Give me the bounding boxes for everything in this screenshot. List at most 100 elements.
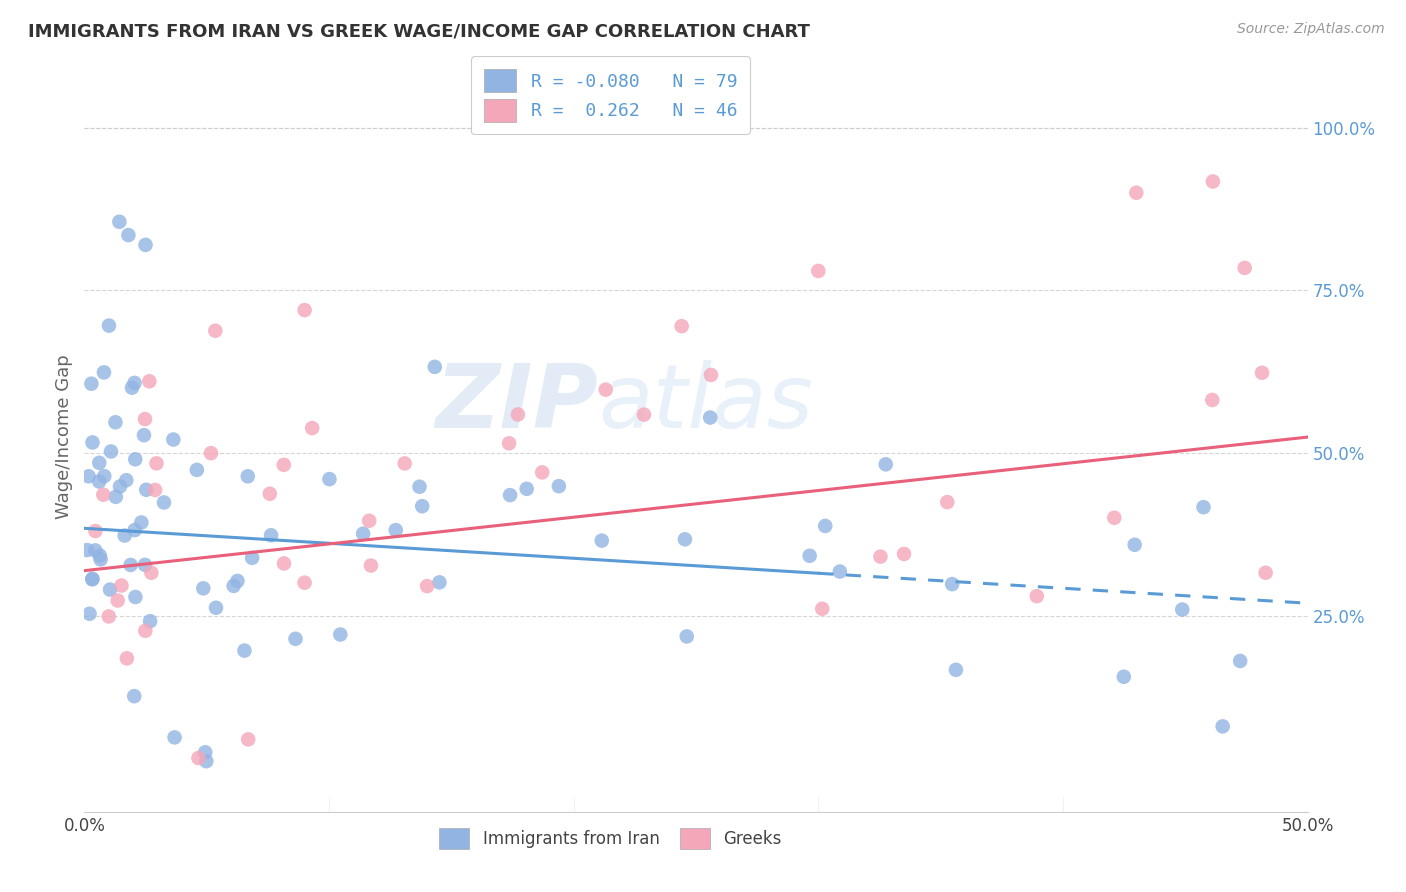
- Point: [121, 381, 143, 395]
- Point: [1201, 392, 1223, 407]
- Point: [699, 410, 721, 425]
- Point: [138, 374, 160, 388]
- Point: [811, 601, 834, 615]
- Point: [591, 533, 613, 548]
- Point: [301, 421, 323, 435]
- Point: [89, 475, 111, 489]
- Point: [89, 549, 111, 563]
- Y-axis label: Wage/Income Gap: Wage/Income Gap: [55, 355, 73, 519]
- Text: ZIP: ZIP: [436, 359, 598, 447]
- Point: [1123, 538, 1146, 552]
- Point: [423, 359, 446, 374]
- Point: [108, 479, 131, 493]
- Point: [100, 444, 122, 458]
- Point: [115, 651, 138, 665]
- Point: [222, 579, 245, 593]
- Point: [107, 593, 129, 607]
- Point: [547, 479, 569, 493]
- Point: [135, 238, 157, 252]
- Point: [595, 383, 617, 397]
- Point: [141, 566, 163, 580]
- Point: [238, 732, 260, 747]
- Point: [1251, 366, 1274, 380]
- Point: [416, 579, 439, 593]
- Point: [945, 663, 967, 677]
- Point: [352, 526, 374, 541]
- Point: [506, 408, 529, 422]
- Point: [359, 514, 381, 528]
- Point: [273, 557, 295, 571]
- Point: [360, 558, 382, 573]
- Point: [90, 552, 112, 566]
- Point: [134, 624, 156, 638]
- Point: [162, 433, 184, 447]
- Point: [1202, 174, 1225, 188]
- Point: [941, 577, 963, 591]
- Point: [200, 446, 222, 460]
- Point: [675, 629, 697, 643]
- Point: [429, 575, 451, 590]
- Point: [80, 376, 103, 391]
- Point: [1112, 670, 1135, 684]
- Text: Source: ZipAtlas.com: Source: ZipAtlas.com: [1237, 22, 1385, 37]
- Point: [531, 466, 554, 480]
- Point: [318, 472, 340, 486]
- Point: [1229, 654, 1251, 668]
- Point: [82, 572, 104, 586]
- Point: [498, 436, 520, 450]
- Point: [329, 627, 352, 641]
- Point: [187, 751, 209, 765]
- Point: [205, 600, 228, 615]
- Point: [411, 499, 433, 513]
- Point: [1254, 566, 1277, 580]
- Point: [122, 689, 145, 703]
- Point: [875, 458, 897, 472]
- Point: [134, 558, 156, 572]
- Point: [294, 303, 316, 318]
- Point: [1192, 500, 1215, 515]
- Point: [1171, 602, 1194, 616]
- Text: IMMIGRANTS FROM IRAN VS GREEK WAGE/INCOME GAP CORRELATION CHART: IMMIGRANTS FROM IRAN VS GREEK WAGE/INCOM…: [28, 22, 810, 40]
- Point: [84, 543, 107, 558]
- Point: [84, 524, 107, 538]
- Point: [93, 365, 115, 379]
- Legend: Immigrants from Iran, Greeks: Immigrants from Iran, Greeks: [433, 822, 787, 855]
- Point: [807, 264, 830, 278]
- Point: [97, 609, 120, 624]
- Point: [936, 495, 959, 509]
- Point: [869, 549, 891, 564]
- Point: [284, 632, 307, 646]
- Point: [132, 428, 155, 442]
- Point: [139, 614, 162, 628]
- Point: [233, 643, 256, 657]
- Point: [260, 528, 283, 542]
- Point: [195, 754, 218, 768]
- Point: [193, 582, 215, 596]
- Point: [104, 490, 127, 504]
- Point: [124, 452, 146, 467]
- Point: [294, 575, 316, 590]
- Point: [115, 473, 138, 487]
- Point: [131, 516, 153, 530]
- Point: [259, 487, 281, 501]
- Point: [91, 488, 114, 502]
- Point: [673, 533, 696, 547]
- Point: [384, 523, 406, 537]
- Point: [93, 469, 115, 483]
- Point: [124, 376, 146, 390]
- Point: [153, 495, 176, 509]
- Point: [104, 415, 127, 429]
- Point: [79, 607, 101, 621]
- Point: [89, 456, 111, 470]
- Point: [77, 469, 100, 483]
- Point: [814, 519, 837, 533]
- Point: [236, 469, 259, 483]
- Point: [204, 324, 226, 338]
- Point: [499, 488, 522, 502]
- Point: [134, 412, 156, 426]
- Point: [114, 528, 136, 542]
- Point: [700, 368, 723, 382]
- Point: [186, 463, 208, 477]
- Point: [82, 573, 104, 587]
- Point: [828, 565, 851, 579]
